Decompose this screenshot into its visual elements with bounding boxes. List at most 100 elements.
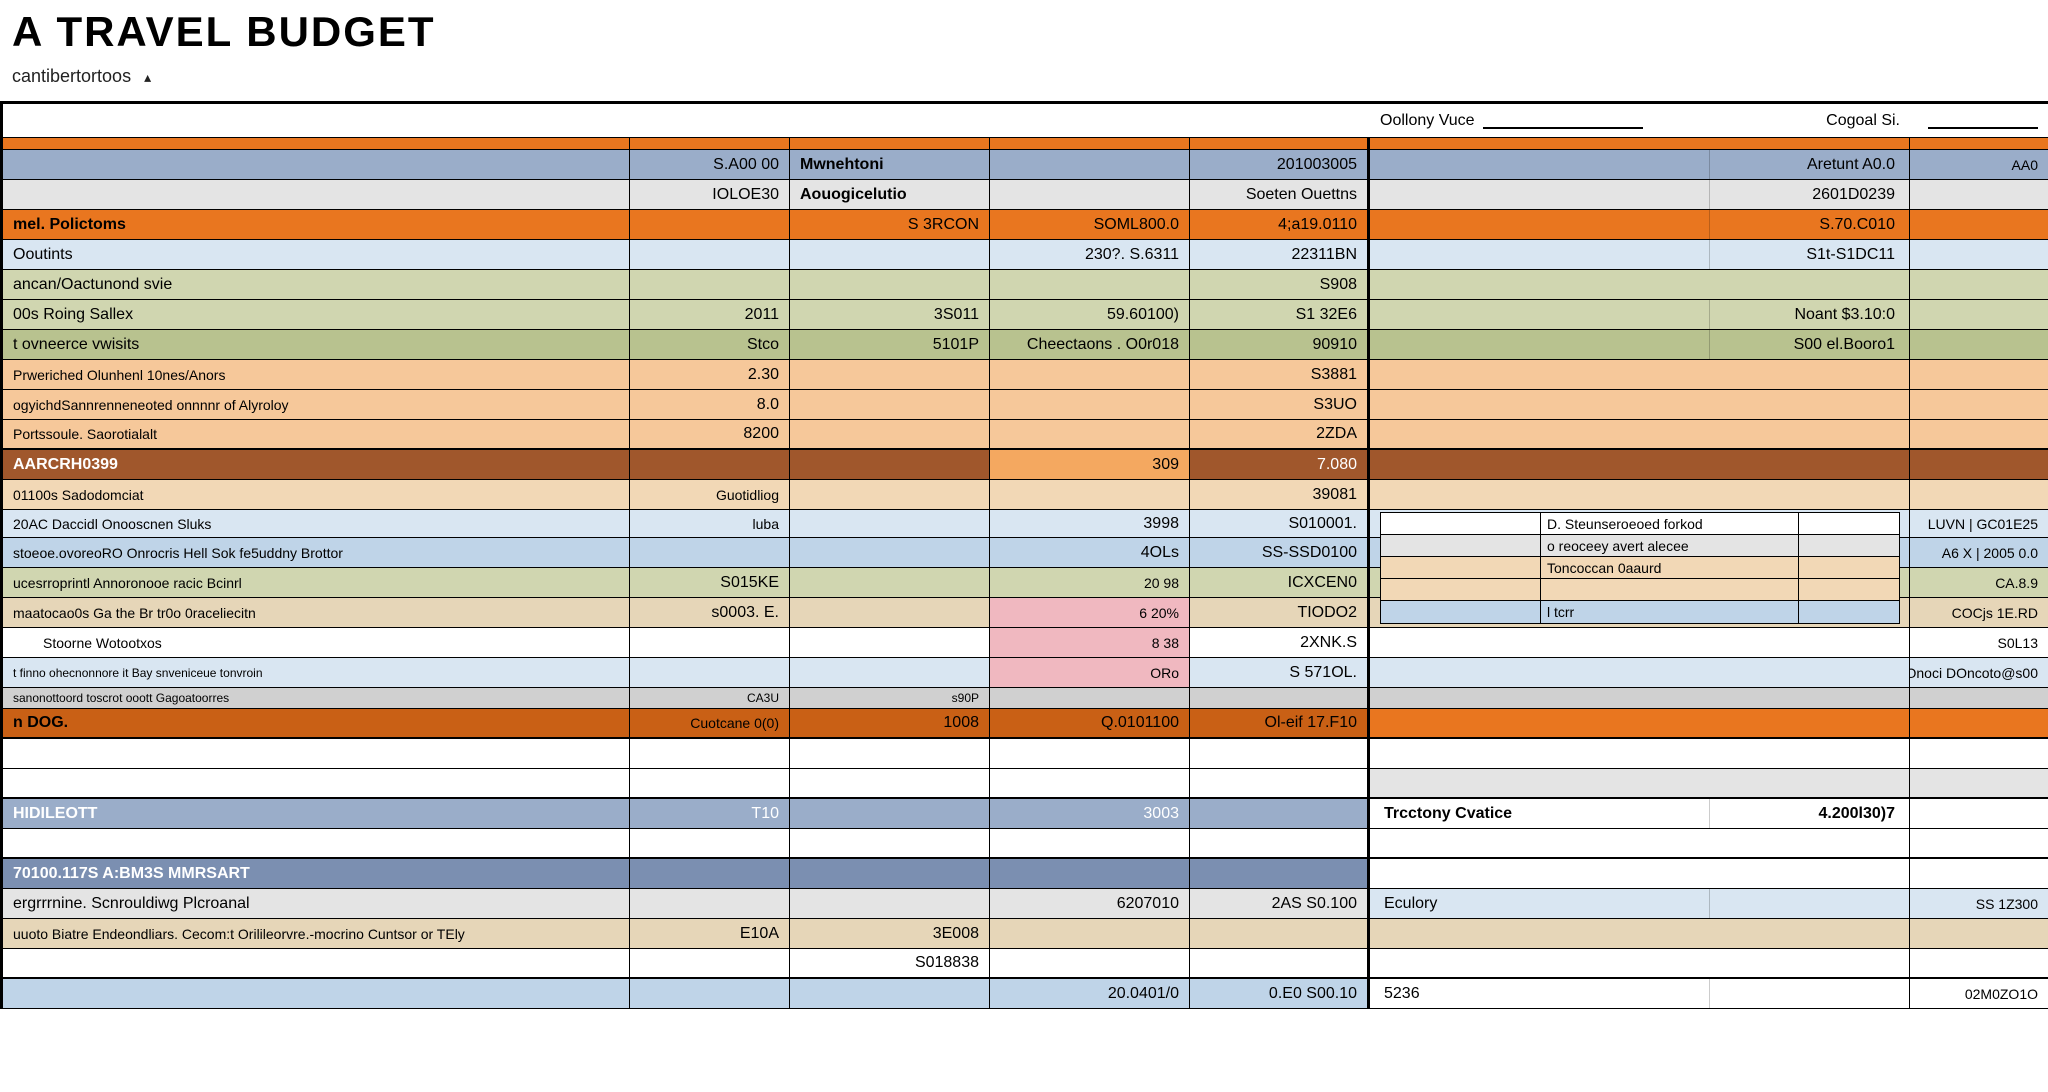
cell-a xyxy=(630,138,790,149)
cell-b xyxy=(790,480,990,509)
cell-d: 201003005 xyxy=(1190,150,1370,179)
cell-d: 22311BN xyxy=(1190,240,1370,269)
side-right: 2601D0239 xyxy=(1709,180,1909,209)
table-row: IOLOE30AouogicelutioSoeten Ouettns2601D0… xyxy=(0,180,2048,210)
cell-c: 230?. S.6311 xyxy=(990,240,1190,269)
cell-a: 8200 xyxy=(630,420,790,448)
side-left xyxy=(1370,300,1709,329)
cell-d: 2XNK.S xyxy=(1190,628,1370,657)
cell-side: Trcctony Cvatice4.200l30)7 xyxy=(1370,799,1910,828)
row-label xyxy=(0,829,630,857)
cell-d: 2AS S0.100 xyxy=(1190,889,1370,918)
row-label: 01100s Sadodomciat xyxy=(0,480,630,509)
cell-side: D. Steunseroeoed forkodo reoceey avert a… xyxy=(1370,510,1910,537)
cell-a: E10A xyxy=(630,919,790,948)
cell-c xyxy=(990,150,1190,179)
cell-b xyxy=(790,598,990,627)
row-label xyxy=(0,769,630,797)
side-cell xyxy=(1799,579,1899,600)
cell-side xyxy=(1370,138,1910,149)
cell-b xyxy=(790,739,990,768)
table-row: t ovneerce vwisitsStco5101PCheectaons . … xyxy=(0,330,2048,360)
side-cell xyxy=(1381,513,1541,534)
cell-side2 xyxy=(1910,799,2048,828)
table-row: Ooutints230?. S.631122311BNS1t-S1DC11 xyxy=(0,240,2048,270)
row-label xyxy=(0,739,630,768)
header-field2-label: Cogoal Si. xyxy=(1826,112,1900,130)
table-row: n DOG.Cuotcane 0(0)1008Q.0101100Ol-eif 1… xyxy=(0,709,2048,739)
side-cell: Toncoccan 0aaurd xyxy=(1541,557,1799,578)
cell-b xyxy=(790,889,990,918)
cell-d: S3881 xyxy=(1190,360,1370,389)
cell-side2 xyxy=(1910,180,2048,209)
cell-a: luba xyxy=(630,510,790,537)
cell-d: Ol-eif 17.F10 xyxy=(1190,709,1370,737)
row-label: HIDILEOTT xyxy=(0,799,630,828)
table-row: S.A00 00Mwnehtoni201003005Aretunt A0.0AA… xyxy=(0,150,2048,180)
cell-side: S00 el.Booro1 xyxy=(1370,330,1910,359)
table-row: 70100.117S A:BM3S MMRSART xyxy=(0,859,2048,889)
side-right xyxy=(1709,889,1909,918)
header-field-1: Oollony Vuce Cogoal Si. xyxy=(1370,104,1910,137)
header-field1-line[interactable] xyxy=(1483,113,1643,129)
header-field2-line[interactable] xyxy=(1928,113,2038,129)
row-label: 00s Roing Sallex xyxy=(0,300,630,329)
table-row: Prweriched Olunhenl 10nes/Anors2.30S3881 xyxy=(0,360,2048,390)
cell-c xyxy=(990,390,1190,419)
cell-a: 8.0 xyxy=(630,390,790,419)
cell-side2 xyxy=(1910,919,2048,948)
cell-b: s90P xyxy=(790,688,990,708)
cell-side2: COCjs 1E.RD xyxy=(1910,598,2048,627)
cell-side: Noant $3.10:0 xyxy=(1370,300,1910,329)
cell-side2 xyxy=(1910,709,2048,737)
cell-side2 xyxy=(1910,829,2048,857)
cell-d xyxy=(1190,739,1370,768)
header-field-2 xyxy=(1910,104,2048,137)
side-cell xyxy=(1799,601,1899,623)
cell-a: s0003. E. xyxy=(630,598,790,627)
side-left xyxy=(1370,180,1709,209)
row-label: n DOG. xyxy=(0,709,630,737)
cell-c: 4OLs xyxy=(990,538,1190,567)
cell-side2 xyxy=(1910,270,2048,299)
cell-side xyxy=(1370,919,1910,948)
row-label: sanonottoord toscrot ooott Gagoatoorres xyxy=(0,688,630,708)
row-label: AARCRH0399 xyxy=(0,450,630,479)
table-row: mel. PolictomsS 3RCONSOML800.04;a19.0110… xyxy=(0,210,2048,240)
cell-side xyxy=(1370,270,1910,299)
cell-a xyxy=(630,450,790,479)
cell-side2 xyxy=(1910,420,2048,448)
cell-c: Q.0101100 xyxy=(990,709,1190,737)
page-title: A TRAVEL BUDGET xyxy=(0,8,2048,56)
cell-a xyxy=(630,859,790,888)
cell-side xyxy=(1370,450,1910,479)
cell-b xyxy=(790,979,990,1008)
cell-side xyxy=(1370,420,1910,448)
cell-c xyxy=(990,270,1190,299)
cell-a: Cuotcane 0(0) xyxy=(630,709,790,737)
row-label xyxy=(0,949,630,977)
row-label: stoeoe.ovoreoRO Onrocris Hell Sok fe5udd… xyxy=(0,538,630,567)
cell-c: Cheectaons . O0r018 xyxy=(990,330,1190,359)
cell-d: S908 xyxy=(1190,270,1370,299)
cell-side xyxy=(1370,709,1910,737)
row-label: 20AC Daccidl Onooscnen Sluks xyxy=(0,510,630,537)
cell-b: Aouogicelutio xyxy=(790,180,990,209)
row-label: maatocao0s Ga the Br tr0o 0raceliecitn xyxy=(0,598,630,627)
cell-b xyxy=(790,628,990,657)
cell-side2: 0000 Onoci DOncoto@s00 xyxy=(1910,658,2048,687)
cell-a xyxy=(630,210,790,239)
table-row: t finno ohecnonnore it Bay snveniceue to… xyxy=(0,658,2048,688)
cell-a xyxy=(630,889,790,918)
table-row: uuoto Biatre Endeondliars. Cecom:t Orili… xyxy=(0,919,2048,949)
row-label: t ovneerce vwisits xyxy=(0,330,630,359)
cell-c xyxy=(990,739,1190,768)
cell-b: S 3RCON xyxy=(790,210,990,239)
side-cell: D. Steunseroeoed forkod xyxy=(1541,513,1799,534)
cell-a: 2.30 xyxy=(630,360,790,389)
table-row: ogyichdSannrenneneoted onnnnr of Alyrolo… xyxy=(0,390,2048,420)
cell-a: S.A00 00 xyxy=(630,150,790,179)
cell-side2 xyxy=(1910,949,2048,977)
side-cell xyxy=(1541,579,1799,600)
side-cell: o reoceey avert alecee xyxy=(1541,535,1799,556)
